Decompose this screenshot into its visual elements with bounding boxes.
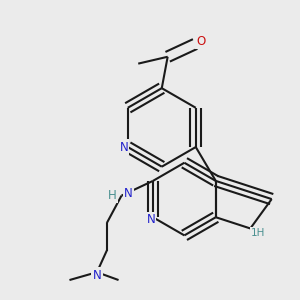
Text: N: N [119, 141, 128, 154]
Text: H: H [108, 189, 117, 202]
Text: N: N [124, 187, 133, 200]
Text: N: N [93, 268, 101, 282]
Text: O: O [196, 34, 206, 48]
Text: 1H: 1H [251, 228, 266, 239]
Text: N: N [147, 213, 155, 226]
